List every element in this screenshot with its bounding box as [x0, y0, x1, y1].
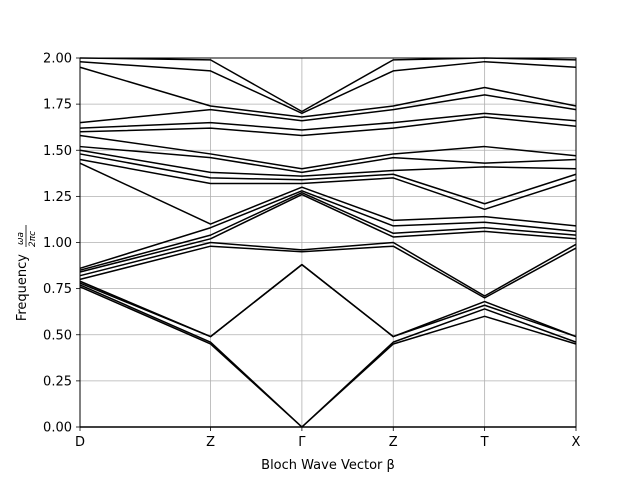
y-axis-label-numerator: ωa — [16, 232, 26, 245]
band-line-8 — [79, 193, 577, 273]
band-line-9 — [79, 191, 577, 271]
band-line-7 — [79, 241, 577, 297]
band-line-19 — [79, 94, 577, 124]
x-tick-label: Z — [206, 435, 215, 450]
band-line-20 — [79, 66, 577, 118]
band-line-14 — [79, 149, 577, 177]
band-line-4 — [79, 263, 577, 338]
y-tick-label: 0.50 — [43, 328, 72, 343]
y-tick-label: 0.25 — [43, 374, 72, 389]
x-tick-label: T — [480, 435, 489, 450]
band-line-6 — [79, 245, 577, 299]
band-line-10 — [79, 190, 577, 270]
band-line-12 — [79, 158, 577, 211]
band-line-22 — [79, 57, 577, 113]
y-tick-label: 1.25 — [43, 190, 72, 205]
x-tick-label: Z — [389, 435, 398, 450]
y-axis-label: Frequency ωa 2πc — [15, 225, 38, 321]
band-line-11 — [79, 162, 577, 227]
band-line-21 — [79, 60, 577, 115]
x-tick-label: D — [75, 435, 85, 450]
y-tick-label: 2.00 — [43, 52, 72, 67]
band-line-3 — [79, 284, 577, 428]
band-line-5 — [79, 263, 577, 338]
y-tick-label: 0.75 — [43, 282, 72, 297]
band-line-16 — [79, 134, 577, 170]
y-tick-label: 0.00 — [43, 421, 72, 436]
y-tick-label: 1.75 — [43, 98, 72, 113]
x-tick-label: X — [572, 435, 581, 450]
x-axis-label: Bloch Wave Vector β — [261, 458, 395, 473]
band-line-17 — [79, 116, 577, 137]
x-tick-label: Γ — [298, 435, 306, 450]
band-line-18 — [79, 112, 577, 131]
y-axis-label-denominator: 2πc — [28, 231, 38, 247]
y-axis-ticks: 0.00 0.25 0.50 0.75 1.00 1.25 1.50 1.75 2.00 — [43, 52, 80, 436]
band-line-15 — [79, 145, 577, 174]
band-curves — [79, 57, 577, 428]
y-tick-label: 1.50 — [43, 144, 72, 159]
band-line-13 — [79, 153, 577, 205]
y-tick-label: 1.00 — [43, 236, 72, 251]
y-axis-label-text: Frequency — [15, 254, 30, 321]
